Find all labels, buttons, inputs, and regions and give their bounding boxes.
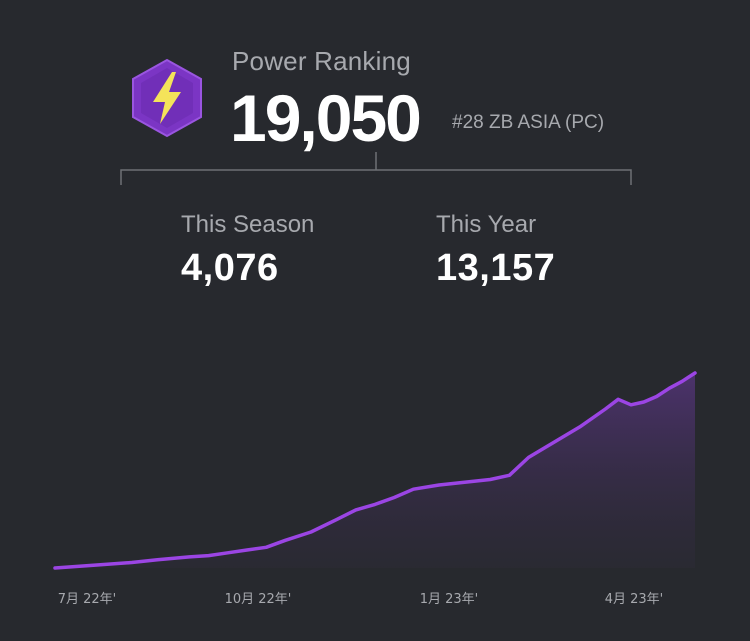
x-tick-label: 10月 22年' <box>225 592 292 607</box>
chart-area-fill <box>55 373 695 568</box>
chart-series-line <box>53 371 697 570</box>
this-year-label: This Year <box>436 211 537 238</box>
power-ranking-label: Power Ranking <box>232 46 411 76</box>
x-tick-label: 4月 23年' <box>605 592 664 607</box>
power-ranking-value: 19,050 <box>230 81 422 155</box>
x-tick-label: 1月 23年' <box>420 592 479 607</box>
this-season-label: This Season <box>181 211 315 238</box>
this-season-value: 4,076 <box>181 247 279 289</box>
power-ranking-rank: #28 ZB ASIA (PC) <box>452 112 605 133</box>
x-tick-label: 7月 22年' <box>58 592 117 607</box>
power-badge-icon <box>132 58 202 138</box>
power-ranking-chart: 7月 22年' 10月 22年' 1月 23年' 4月 23年' <box>53 371 697 607</box>
stats-bracket <box>120 152 632 185</box>
lightning-bolt-icon <box>153 72 181 124</box>
this-year-value: 13,157 <box>436 247 556 289</box>
